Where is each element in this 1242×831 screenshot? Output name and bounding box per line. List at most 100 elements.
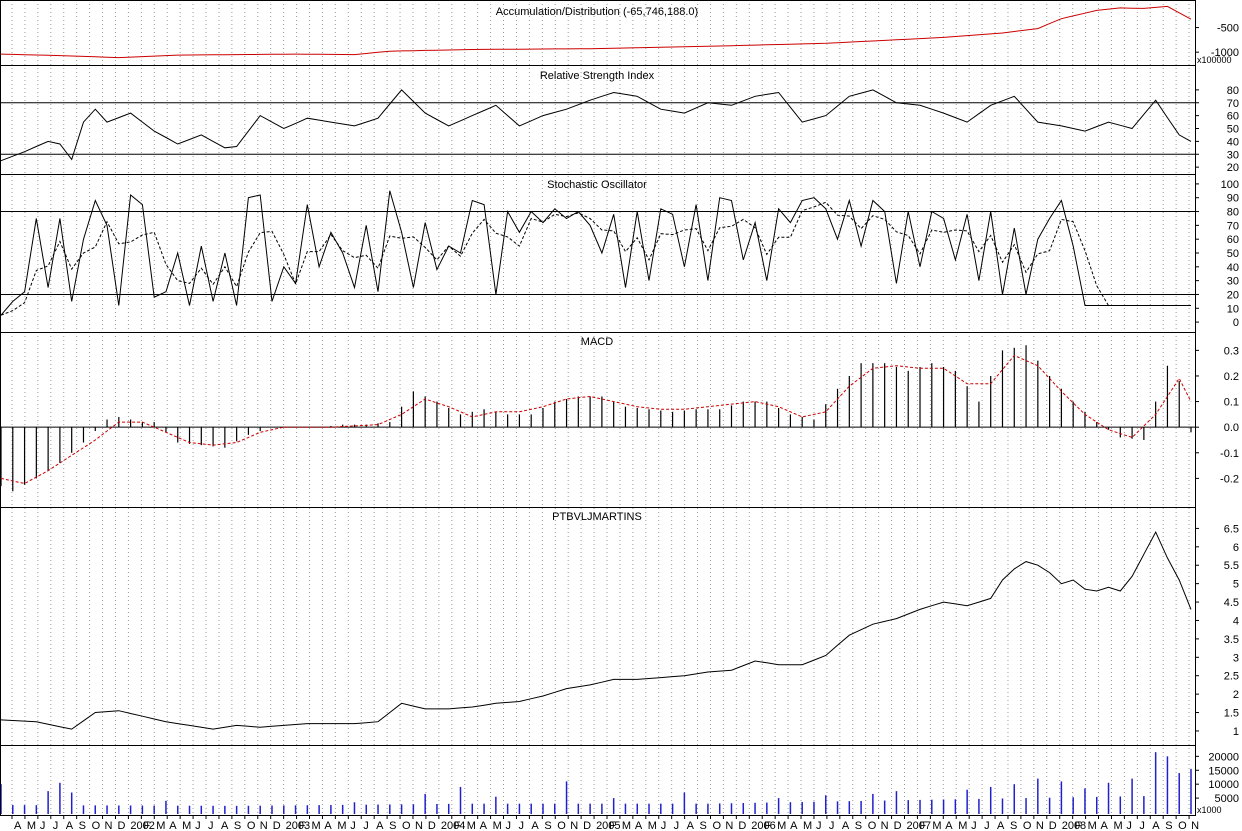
x-tick-label: A — [66, 820, 74, 831]
x-tick-label: S — [1010, 820, 1017, 831]
y-tick-label: 0.0 — [1224, 422, 1239, 434]
panel-volume: 20000 15000 10000 5000 x1000 — [0, 751, 1239, 815]
panel-stochastic: Stochastic Oscillator 100908070605040302… — [0, 179, 1239, 329]
y-tick-label: 3.5 — [1224, 634, 1239, 646]
y-tick-label: 15000 — [1208, 765, 1239, 777]
x-tick-label: J — [816, 820, 822, 831]
x-tick-label: J — [829, 820, 835, 831]
y-tick-label: 6 — [1233, 542, 1239, 554]
x-tick-label: M — [493, 820, 502, 831]
x-tick-label: F — [609, 820, 616, 831]
macd-plot-area — [0, 345, 1195, 492]
x-tick-label: S — [389, 820, 396, 831]
y-tick-label: 4.5 — [1224, 597, 1239, 609]
y-tick-label: 2 — [1233, 689, 1239, 701]
x-tick-label: J — [506, 820, 512, 831]
x-tick-label: N — [1191, 820, 1199, 831]
x-tick-label: F — [764, 820, 771, 831]
macd-y-axis-ticks: 0.3 0.2 0.1 0.0 -0.1 -0.2 — [1195, 345, 1239, 485]
y-tick-label: 5000 — [1215, 793, 1239, 805]
x-tick-label: S — [544, 820, 551, 831]
panel-frames — [0, 0, 1196, 816]
x-tick-label: O — [247, 820, 256, 831]
x-tick-label: N — [105, 820, 113, 831]
x-tick-label: M — [777, 820, 786, 831]
y-tick-label: 60 — [1227, 111, 1239, 123]
x-tick-label: O — [557, 820, 566, 831]
y-tick-label: 1 — [1233, 726, 1239, 738]
panel-frame — [0, 745, 1196, 816]
x-tick-label: 2007 — [907, 820, 931, 831]
x-tick-label: J — [195, 820, 201, 831]
x-tick-label: M — [622, 820, 631, 831]
x-tick-label: O — [402, 820, 411, 831]
x-tick-label: A — [480, 820, 488, 831]
x-tick-label: A — [14, 820, 22, 831]
x-tick-label: J — [518, 820, 524, 831]
x-tick-label: N — [725, 820, 733, 831]
macd-title: MACD — [581, 336, 613, 348]
x-tick-label: M — [1113, 820, 1122, 831]
y-tick-label: 30 — [1227, 276, 1239, 288]
x-tick-label: M — [312, 820, 321, 831]
x-tick-label: M — [467, 820, 476, 831]
y-tick-label: 90 — [1227, 193, 1239, 205]
volume-axis-multiplier: x1000 — [1197, 805, 1222, 815]
y-tick-label: 4 — [1233, 615, 1239, 627]
y-tick-label: 30 — [1227, 149, 1239, 161]
x-tick-label: A — [169, 820, 177, 831]
x-tick-label: A — [324, 820, 332, 831]
y-tick-label: 70 — [1227, 220, 1239, 232]
y-tick-label: -500 — [1217, 23, 1239, 35]
x-tick-label: F — [919, 820, 926, 831]
x-tick-label: A — [635, 820, 643, 831]
x-tick-label: J — [53, 820, 59, 831]
x-tick-label: M — [337, 820, 346, 831]
x-tick-label: D — [1049, 820, 1057, 831]
y-tick-label: 40 — [1227, 136, 1239, 148]
y-tick-label: 60 — [1227, 234, 1239, 246]
x-tick-label: M — [803, 820, 812, 831]
x-tick-label: J — [40, 820, 46, 831]
y-tick-label: 80 — [1227, 85, 1239, 97]
y-tick-label: -0.1 — [1220, 448, 1239, 460]
x-tick-label: A — [1101, 820, 1109, 831]
x-tick-label: N — [415, 820, 423, 831]
x-tick-label: D — [894, 820, 902, 831]
x-tick-label: S — [234, 820, 241, 831]
stochastic-k-line — [0, 190, 1191, 316]
y-tick-label: 6.5 — [1224, 523, 1239, 535]
x-tick-label: A — [790, 820, 798, 831]
ad-title: Accumulation/Distribution (-65,746,188.0… — [496, 6, 698, 18]
y-tick-label: 20 — [1227, 162, 1239, 174]
y-tick-label: 1.5 — [1224, 708, 1239, 720]
x-tick-label: N — [1036, 820, 1044, 831]
y-tick-label: 10 — [1227, 303, 1239, 315]
x-tick-label: O — [712, 820, 721, 831]
rsi-title: Relative Strength Index — [540, 70, 655, 82]
x-tick-label: M — [182, 820, 191, 831]
y-tick-label: 20 — [1227, 289, 1239, 301]
x-tick-label: J — [363, 820, 369, 831]
y-tick-label: 80 — [1227, 207, 1239, 219]
panel-accumulation-distribution: Accumulation/Distribution (-65,746,188.0… — [0, 5, 1239, 65]
x-tick-label: M — [648, 820, 657, 831]
x-tick-label: S — [79, 820, 86, 831]
x-tick-label: M — [958, 820, 967, 831]
x-tick-label: A — [376, 820, 384, 831]
y-tick-label: 100 — [1221, 179, 1239, 191]
x-tick-label: J — [971, 820, 977, 831]
y-tick-label: 2.5 — [1224, 671, 1239, 683]
volume-plot-area — [0, 752, 1192, 814]
rsi-line — [0, 89, 1192, 162]
y-tick-label: 5 — [1233, 579, 1239, 591]
x-tick-label: D — [428, 820, 436, 831]
x-tick-label: J — [208, 820, 214, 831]
x-tick-label: M — [156, 820, 165, 831]
x-tick-label: N — [881, 820, 889, 831]
y-tick-label: 10000 — [1208, 779, 1239, 791]
x-tick-label: F — [299, 820, 306, 831]
x-tick-label: A — [531, 820, 539, 831]
y-tick-label: -0.2 — [1220, 473, 1239, 485]
